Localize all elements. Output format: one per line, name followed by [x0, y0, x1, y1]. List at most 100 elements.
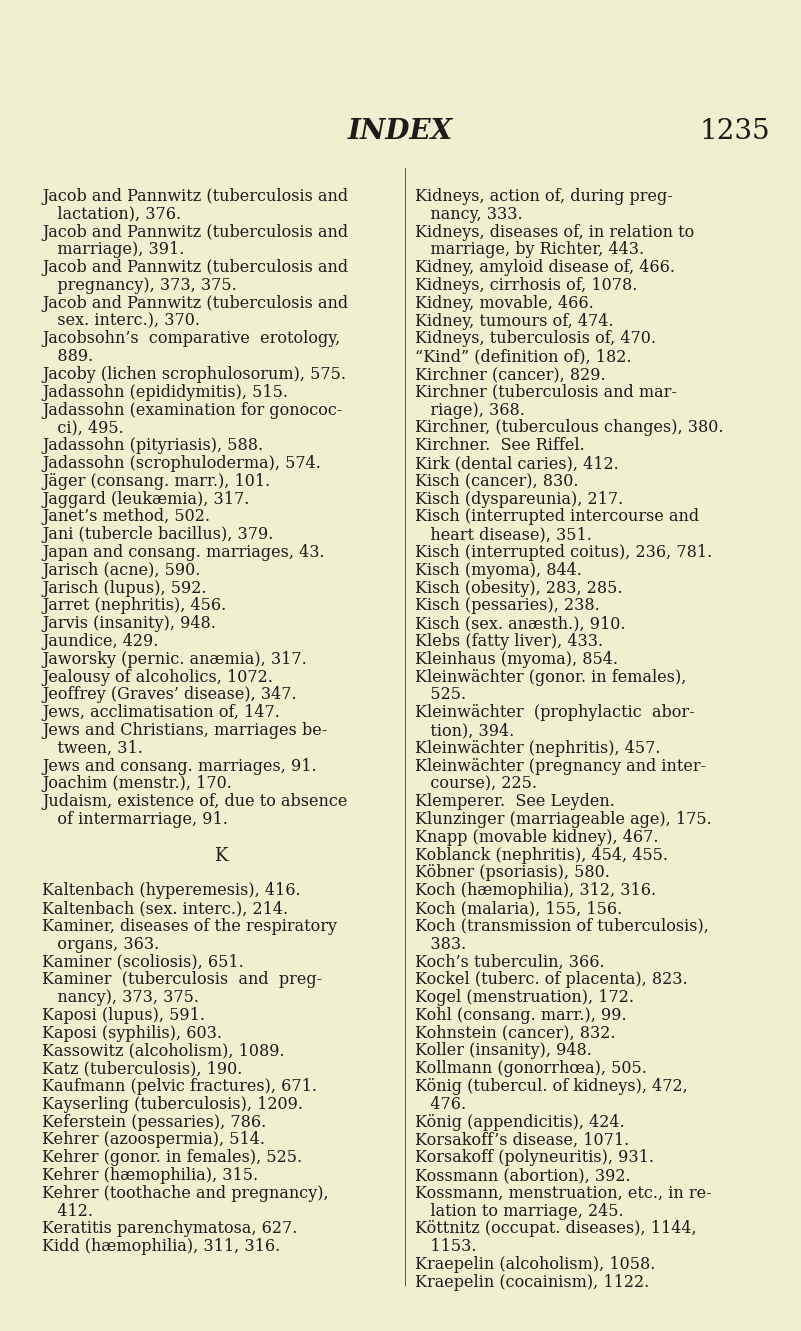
Text: Jaggard (leukæmia), 317.: Jaggard (leukæmia), 317. [42, 491, 249, 507]
Text: pregnancy), 373, 375.: pregnancy), 373, 375. [42, 277, 237, 294]
Text: Kisch (pessaries), 238.: Kisch (pessaries), 238. [415, 598, 600, 615]
Text: Jacobsohn’s  comparative  erotology,: Jacobsohn’s comparative erotology, [42, 330, 340, 347]
Text: Jews and Christians, marriages be-: Jews and Christians, marriages be- [42, 721, 328, 739]
Text: Katz (tuberculosis), 190.: Katz (tuberculosis), 190. [42, 1061, 243, 1077]
Text: Jaworsky (pernic. anæmia), 317.: Jaworsky (pernic. anæmia), 317. [42, 651, 307, 668]
Text: Jeoffrey (Graves’ disease), 347.: Jeoffrey (Graves’ disease), 347. [42, 687, 296, 703]
Text: Jäger (consang. marr.), 101.: Jäger (consang. marr.), 101. [42, 473, 270, 490]
Text: riage), 368.: riage), 368. [415, 402, 525, 419]
Text: K: K [215, 847, 227, 865]
Text: Keferstein (pessaries), 786.: Keferstein (pessaries), 786. [42, 1114, 266, 1130]
Text: Kisch (interrupted coitus), 236, 781.: Kisch (interrupted coitus), 236, 781. [415, 544, 712, 560]
Text: Klebs (fatty liver), 433.: Klebs (fatty liver), 433. [415, 634, 603, 650]
Text: Kisch (dyspareunia), 217.: Kisch (dyspareunia), 217. [415, 491, 623, 507]
Text: lactation), 376.: lactation), 376. [42, 206, 181, 222]
Text: Kohl (consang. marr.), 99.: Kohl (consang. marr.), 99. [415, 1006, 626, 1024]
Text: Joachim (menstr.), 170.: Joachim (menstr.), 170. [42, 776, 231, 792]
Text: Janet’s method, 502.: Janet’s method, 502. [42, 508, 210, 526]
Text: Koch (hæmophilia), 312, 316.: Koch (hæmophilia), 312, 316. [415, 882, 656, 900]
Text: 412.: 412. [42, 1203, 93, 1219]
Text: nancy, 333.: nancy, 333. [415, 206, 522, 222]
Text: Kaltenbach (sex. interc.), 214.: Kaltenbach (sex. interc.), 214. [42, 900, 288, 917]
Text: marriage, by Richter, 443.: marriage, by Richter, 443. [415, 241, 644, 258]
Text: marriage), 391.: marriage), 391. [42, 241, 184, 258]
Text: course), 225.: course), 225. [415, 776, 537, 792]
Text: Kirchner (tuberculosis and mar-: Kirchner (tuberculosis and mar- [415, 383, 677, 401]
Text: Jadassohn (scrophuloderma), 574.: Jadassohn (scrophuloderma), 574. [42, 455, 321, 473]
Text: Jews and consang. marriages, 91.: Jews and consang. marriages, 91. [42, 757, 316, 775]
Text: 383.: 383. [415, 936, 466, 953]
Text: Kohnstein (cancer), 832.: Kohnstein (cancer), 832. [415, 1025, 615, 1042]
Text: Kisch (obesity), 283, 285.: Kisch (obesity), 283, 285. [415, 579, 622, 596]
Text: Kaltenbach (hyperemesis), 416.: Kaltenbach (hyperemesis), 416. [42, 882, 300, 900]
Text: 1153.: 1153. [415, 1238, 477, 1255]
Text: Kaposi (lupus), 591.: Kaposi (lupus), 591. [42, 1006, 205, 1024]
Text: Jacob and Pannwitz (tuberculosis and: Jacob and Pannwitz (tuberculosis and [42, 294, 348, 311]
Text: Korsakoff’s disease, 1071.: Korsakoff’s disease, 1071. [415, 1131, 630, 1149]
Text: Jadassohn (examination for gonococ-: Jadassohn (examination for gonococ- [42, 402, 342, 419]
Text: Köbner (psoriasis), 580.: Köbner (psoriasis), 580. [415, 864, 610, 881]
Text: Kidneys, cirrhosis of, 1078.: Kidneys, cirrhosis of, 1078. [415, 277, 638, 294]
Text: Kayserling (tuberculosis), 1209.: Kayserling (tuberculosis), 1209. [42, 1095, 303, 1113]
Text: 476.: 476. [415, 1095, 466, 1113]
Text: Kehrer (azoospermia), 514.: Kehrer (azoospermia), 514. [42, 1131, 265, 1149]
Text: Jani (tubercle bacillus), 379.: Jani (tubercle bacillus), 379. [42, 526, 273, 543]
Text: “Kind” (definition of), 182.: “Kind” (definition of), 182. [415, 349, 631, 365]
Text: Kassowitz (alcoholism), 1089.: Kassowitz (alcoholism), 1089. [42, 1042, 284, 1059]
Text: Judaism, existence of, due to absence: Judaism, existence of, due to absence [42, 793, 348, 811]
Text: Jacob and Pannwitz (tuberculosis and: Jacob and Pannwitz (tuberculosis and [42, 260, 348, 277]
Text: Koch (malaria), 155, 156.: Koch (malaria), 155, 156. [415, 900, 622, 917]
Text: Kaminer  (tuberculosis  and  preg-: Kaminer (tuberculosis and preg- [42, 972, 322, 988]
Text: Koch (transmission of tuberculosis),: Koch (transmission of tuberculosis), [415, 918, 709, 934]
Text: Kehrer (hæmophilia), 315.: Kehrer (hæmophilia), 315. [42, 1167, 258, 1185]
Text: Knapp (movable kidney), 467.: Knapp (movable kidney), 467. [415, 829, 658, 845]
Text: Kleinwächter (pregnancy and inter-: Kleinwächter (pregnancy and inter- [415, 757, 706, 775]
Text: Kogel (menstruation), 172.: Kogel (menstruation), 172. [415, 989, 634, 1006]
Text: Kleinwächter (gonor. in females),: Kleinwächter (gonor. in females), [415, 668, 686, 685]
Text: 525.: 525. [415, 687, 466, 703]
Text: Koch’s tuberculin, 366.: Koch’s tuberculin, 366. [415, 953, 605, 970]
Text: Kidneys, tuberculosis of, 470.: Kidneys, tuberculosis of, 470. [415, 330, 656, 347]
Text: tween, 31.: tween, 31. [42, 740, 143, 757]
Text: Jarvis (insanity), 948.: Jarvis (insanity), 948. [42, 615, 216, 632]
Text: Kehrer (gonor. in females), 525.: Kehrer (gonor. in females), 525. [42, 1149, 302, 1166]
Text: König (tubercul. of kidneys), 472,: König (tubercul. of kidneys), 472, [415, 1078, 688, 1095]
Text: Kisch (interrupted intercourse and: Kisch (interrupted intercourse and [415, 508, 699, 526]
Text: Klemperer.  See Leyden.: Klemperer. See Leyden. [415, 793, 615, 811]
Text: Kraepelin (cocainism), 1122.: Kraepelin (cocainism), 1122. [415, 1274, 650, 1291]
Text: Kehrer (toothache and pregnancy),: Kehrer (toothache and pregnancy), [42, 1185, 328, 1202]
Text: Kirchner (cancer), 829.: Kirchner (cancer), 829. [415, 366, 606, 383]
Text: sex. interc.), 370.: sex. interc.), 370. [42, 313, 200, 330]
Text: heart disease), 351.: heart disease), 351. [415, 526, 592, 543]
Text: König (appendicitis), 424.: König (appendicitis), 424. [415, 1114, 625, 1130]
Text: Koller (insanity), 948.: Koller (insanity), 948. [415, 1042, 592, 1059]
Text: 1235: 1235 [699, 118, 770, 145]
Text: Kisch (sex. anæsth.), 910.: Kisch (sex. anæsth.), 910. [415, 615, 626, 632]
Text: Kleinhaus (myoma), 854.: Kleinhaus (myoma), 854. [415, 651, 618, 668]
Text: Korsakoff (polyneuritis), 931.: Korsakoff (polyneuritis), 931. [415, 1149, 654, 1166]
Text: Jews, acclimatisation of, 147.: Jews, acclimatisation of, 147. [42, 704, 280, 721]
Text: nancy), 373, 375.: nancy), 373, 375. [42, 989, 199, 1006]
Text: Jaundice, 429.: Jaundice, 429. [42, 634, 159, 650]
Text: Kidneys, action of, during preg-: Kidneys, action of, during preg- [415, 188, 673, 205]
Text: Koblanck (nephritis), 454, 455.: Koblanck (nephritis), 454, 455. [415, 847, 668, 864]
Text: lation to marriage, 245.: lation to marriage, 245. [415, 1203, 624, 1219]
Text: Kockel (tuberc. of placenta), 823.: Kockel (tuberc. of placenta), 823. [415, 972, 687, 988]
Text: Jacob and Pannwitz (tuberculosis and: Jacob and Pannwitz (tuberculosis and [42, 188, 348, 205]
Text: Jacoby (lichen scrophulosorum), 575.: Jacoby (lichen scrophulosorum), 575. [42, 366, 346, 383]
Text: Köttnitz (occupat. diseases), 1144,: Köttnitz (occupat. diseases), 1144, [415, 1221, 697, 1238]
Text: tion), 394.: tion), 394. [415, 721, 514, 739]
Text: Jealousy of alcoholics, 1072.: Jealousy of alcoholics, 1072. [42, 668, 273, 685]
Text: INDEX: INDEX [348, 118, 453, 145]
Text: Kaposi (syphilis), 603.: Kaposi (syphilis), 603. [42, 1025, 222, 1042]
Text: Japan and consang. marriages, 43.: Japan and consang. marriages, 43. [42, 544, 324, 560]
Text: Klunzinger (marriageable age), 175.: Klunzinger (marriageable age), 175. [415, 811, 712, 828]
Text: Kidneys, diseases of, in relation to: Kidneys, diseases of, in relation to [415, 224, 694, 241]
Text: Jadassohn (pityriasis), 588.: Jadassohn (pityriasis), 588. [42, 437, 263, 454]
Text: of intermarriage, 91.: of intermarriage, 91. [42, 811, 227, 828]
Text: Jarret (nephritis), 456.: Jarret (nephritis), 456. [42, 598, 226, 615]
Text: Keratitis parenchymatosa, 627.: Keratitis parenchymatosa, 627. [42, 1221, 297, 1238]
Text: Kirk (dental caries), 412.: Kirk (dental caries), 412. [415, 455, 618, 473]
Text: Kossmann, menstruation, etc., in re-: Kossmann, menstruation, etc., in re- [415, 1185, 711, 1202]
Text: Kirchner, (tuberculous changes), 380.: Kirchner, (tuberculous changes), 380. [415, 419, 723, 437]
